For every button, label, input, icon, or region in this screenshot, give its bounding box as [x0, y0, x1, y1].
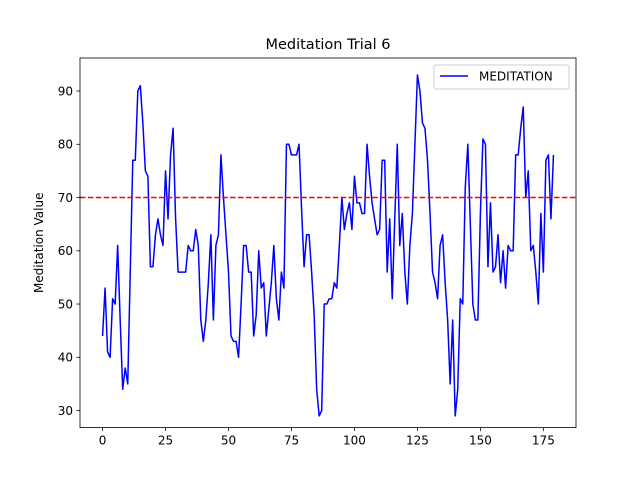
y-tick-label: 70: [58, 191, 73, 205]
plot-frame: [79, 57, 577, 429]
y-tick-label: 90: [58, 84, 73, 98]
x-tick-label: 25: [158, 434, 173, 448]
y-tick-label: 60: [58, 244, 73, 258]
legend: MEDITATION: [433, 64, 570, 90]
x-tick-label: 100: [343, 434, 366, 448]
x-tick-label: 75: [284, 434, 299, 448]
y-tick-label: 50: [58, 297, 73, 311]
y-tick-label: 80: [58, 138, 73, 152]
x-tick-label: 175: [532, 434, 555, 448]
y-tick-label: 40: [58, 351, 73, 365]
chart-title: Meditation Trial 6: [265, 37, 390, 53]
y-tick-label: 30: [58, 404, 73, 418]
x-tick-label: 150: [469, 434, 492, 448]
series-line-meditation: [101, 74, 555, 417]
plot-area: [80, 74, 576, 417]
x-tick-label: 50: [221, 434, 236, 448]
legend-label-meditation: MEDITATION: [479, 70, 553, 84]
y-axis: 30 40 50 60 70 80 90: [58, 84, 80, 418]
x-tick-label: 0: [99, 434, 107, 448]
y-axis-label: Meditation Value: [32, 193, 46, 293]
legend-box: [433, 64, 570, 90]
x-tick-label: 125: [406, 434, 429, 448]
x-axis: 0 25 50 75 100 125 150 175: [99, 427, 555, 448]
